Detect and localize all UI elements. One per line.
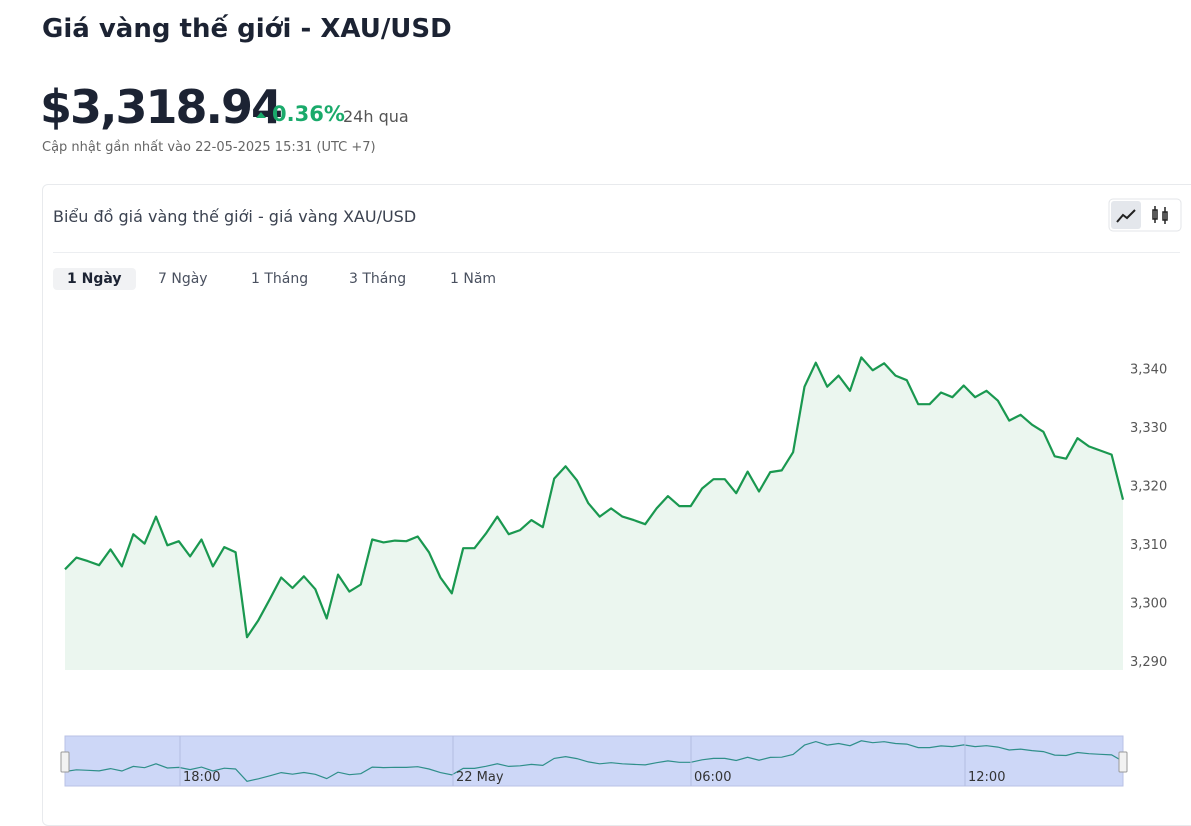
navigator-label: 12:00 [968,770,1005,785]
divider [53,252,1180,253]
navigator-handle[interactable] [1118,751,1128,773]
updated-time: Cập nhật gần nhất vào 22-05-2025 15:31 (… [42,140,376,155]
navigator-label: 18:00 [183,770,220,785]
range-tab[interactable]: 7 Ngày [158,271,208,287]
line-icon[interactable] [1111,201,1141,229]
price-line [64,356,1125,639]
card-title: Biểu đồ giá vàng thế giới - giá vàng XAU… [53,207,417,226]
navigator-line [64,740,1124,782]
chart-type-toggle [1108,198,1182,232]
chart: 3,290 3,300 3,310 3,320 3,330 3,340 18:00 22 Ma… [60,356,1167,787]
price: $3,318.94 [40,80,283,134]
y-tick-label: 3,330 [1130,421,1167,436]
range-tab[interactable]: 1 Tháng [251,271,309,287]
y-tick-label: 3,320 [1130,480,1167,495]
area [65,357,1123,670]
range-tab[interactable]: 1 Ngày [53,268,136,290]
y-tick-label: 3,300 [1130,597,1167,612]
up-arrow [256,112,266,118]
navigator [64,735,1124,787]
range-tab[interactable]: 3 Tháng [349,271,407,287]
y-tick-label: 3,340 [1130,363,1167,378]
navigator-handle[interactable] [60,751,70,773]
change-period: 24h qua [343,107,409,126]
change: 0.36% [272,102,345,126]
y-tick-label: 3,310 [1130,538,1167,553]
candle-icon[interactable] [1152,206,1168,224]
page-title: Giá vàng thế giới - XAU/USD [42,14,452,44]
range-tab[interactable]: 1 Năm [450,271,497,287]
navigator-label: 22 May [456,770,504,785]
page: Giá vàng thế giới - XAU/USD $3,318.94 0.… [40,14,1191,826]
navigator-label: 06:00 [694,770,731,785]
y-tick-label: 3,290 [1130,655,1167,670]
